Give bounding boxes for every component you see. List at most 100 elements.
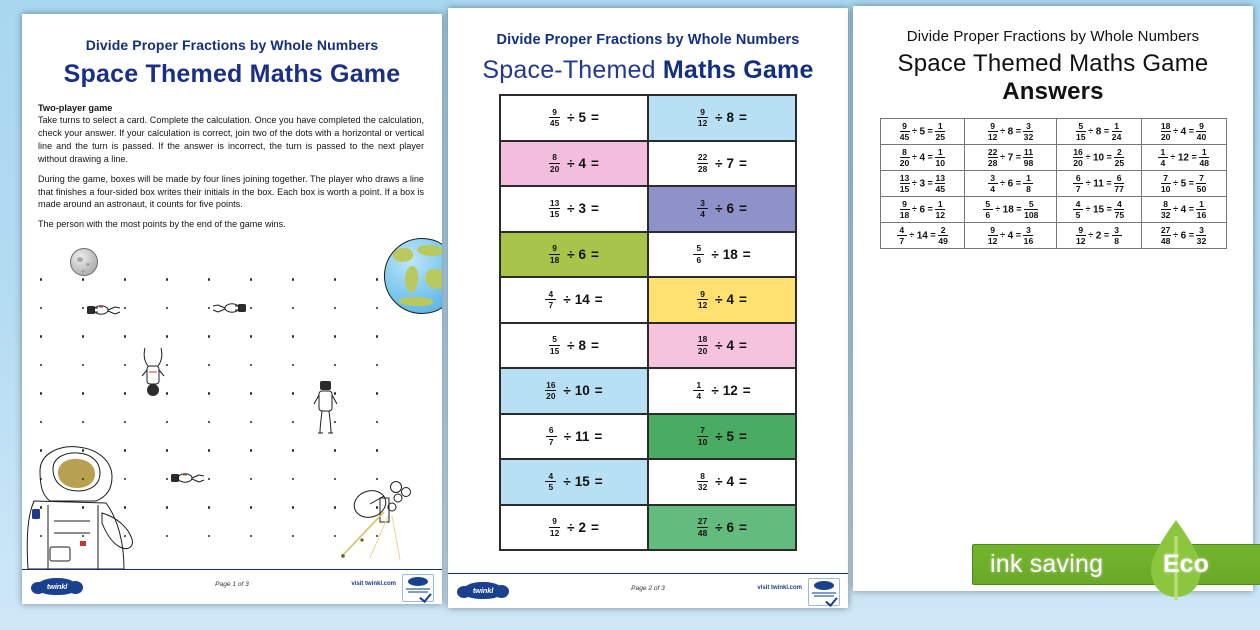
instructions-lead: Two-player game bbox=[38, 103, 113, 113]
visit-link[interactable]: visit twinkl.com bbox=[757, 585, 802, 591]
question-card[interactable]: 27 48 ÷ 6 = bbox=[648, 504, 796, 550]
worksheet-page-1[interactable]: Divide Proper Fractions by Whole Numbers… bbox=[22, 14, 442, 604]
equals-symbol: = bbox=[594, 428, 603, 444]
question-card[interactable]: 16 20 ÷ 10 = bbox=[500, 368, 648, 414]
grid-dot bbox=[376, 477, 379, 481]
divide-symbol: ÷ bbox=[995, 204, 1001, 215]
divide-symbol: ÷ bbox=[715, 155, 723, 171]
question-card[interactable]: 22 28 ÷ 7 = bbox=[648, 140, 796, 186]
eco-bar bbox=[972, 544, 1260, 585]
equals-symbol: = bbox=[930, 230, 936, 241]
question-card[interactable]: 1 4 ÷ 12 = bbox=[648, 368, 796, 414]
divisor: 4 bbox=[1180, 126, 1187, 138]
divisor: 8 bbox=[578, 337, 587, 353]
fraction: 9 45 bbox=[549, 106, 561, 129]
question-card[interactable]: 9 12 ÷ 8 = bbox=[648, 95, 796, 141]
equals-symbol: = bbox=[742, 246, 751, 262]
answer-fraction: 1 10 bbox=[935, 146, 946, 168]
card-row: 4 5 ÷ 15 = 8 32 ÷ 4 = bbox=[500, 459, 796, 505]
answer-cell: 5 6 ÷ 18 = 5 108 bbox=[964, 196, 1057, 223]
divisor: 5 bbox=[578, 110, 587, 126]
grid-dot bbox=[250, 506, 253, 509]
question-card[interactable]: 5 15 ÷ 8 = bbox=[500, 322, 648, 368]
answer-fraction: 1 48 bbox=[1199, 146, 1210, 168]
fraction: 7 10 bbox=[697, 425, 709, 447]
fraction: 16 20 bbox=[545, 379, 557, 402]
grid-dot bbox=[40, 363, 43, 367]
answer-fraction: 1 12 bbox=[935, 198, 946, 220]
grid-dot bbox=[376, 363, 379, 367]
question-card[interactable]: 6 7 ÷ 11 = bbox=[500, 413, 648, 459]
divisor: 11 bbox=[1093, 178, 1104, 190]
answer-row: 9 45 ÷ 5 = 1 25 9 12 ÷ 8 = 3 32 5 15 ÷ 8 = 1 24 18 20 ÷ 4 = 9 40 bbox=[879, 118, 1227, 145]
visit-link[interactable]: visit twinkl.com bbox=[351, 581, 396, 587]
twinkl-logo-icon[interactable]: twinkl bbox=[31, 578, 83, 595]
answer-cell: 13 15 ÷ 3 = 13 45 bbox=[879, 170, 966, 197]
question-card[interactable]: 3 4 ÷ 6 = bbox=[648, 186, 796, 232]
equals-symbol: = bbox=[1188, 126, 1194, 137]
question-card[interactable]: 4 5 ÷ 15 = bbox=[500, 459, 648, 505]
grid-dot bbox=[292, 363, 295, 367]
card-row: 8 20 ÷ 4 = 22 28 ÷ 7 = bbox=[500, 140, 796, 186]
page3-title-bold: Answers bbox=[1002, 78, 1104, 105]
question-card[interactable]: 9 45 ÷ 5 = bbox=[500, 95, 648, 141]
equals-symbol: = bbox=[1188, 178, 1194, 189]
equals-symbol: = bbox=[739, 428, 747, 444]
question-fraction: 13 15 bbox=[899, 172, 910, 194]
divide-symbol: ÷ bbox=[715, 110, 723, 126]
equals-symbol: = bbox=[594, 292, 603, 308]
card-row: 9 45 ÷ 5 = 9 12 ÷ 8 = bbox=[500, 95, 796, 141]
moon-icon bbox=[70, 248, 98, 277]
grid-dot bbox=[250, 306, 253, 310]
grid-dot bbox=[334, 420, 337, 424]
question-card[interactable]: 7 10 ÷ 5 = bbox=[648, 413, 796, 459]
question-card[interactable]: 9 18 ÷ 6 = bbox=[500, 231, 648, 277]
divide-symbol: ÷ bbox=[711, 246, 719, 262]
grid-dot bbox=[334, 449, 337, 452]
divide-symbol: ÷ bbox=[1085, 204, 1091, 215]
worksheet-page-3-answers[interactable]: Divide Proper Fractions by Whole Numbers… bbox=[853, 6, 1253, 591]
answer-cell: 4 5 ÷ 15 = 4 75 bbox=[1055, 196, 1142, 223]
answers-table: 9 45 ÷ 5 = 1 25 9 12 ÷ 8 = 3 32 5 15 ÷ 8 = 1 24 18 20 ÷ 4 = 9 40 8 20… bbox=[879, 118, 1227, 249]
divisor: 2 bbox=[1095, 230, 1102, 242]
answer-cell: 8 32 ÷ 4 = 1 16 bbox=[1140, 196, 1227, 223]
question-card[interactable]: 9 12 ÷ 4 = bbox=[648, 277, 796, 323]
question-card[interactable]: 9 12 ÷ 2 = bbox=[500, 504, 648, 550]
divisor: 12 bbox=[722, 383, 738, 399]
grid-dot bbox=[40, 534, 43, 538]
astronaut-large-foreground bbox=[22, 443, 142, 570]
divisor: 4 bbox=[726, 474, 735, 490]
grid-dot bbox=[250, 278, 253, 281]
answer-cell: 22 28 ÷ 7 = 11 98 bbox=[964, 144, 1057, 171]
question-card[interactable]: 8 32 ÷ 4 = bbox=[648, 459, 796, 505]
grid-dot bbox=[334, 392, 337, 395]
divide-symbol: ÷ bbox=[912, 152, 917, 163]
question-card[interactable]: 4 7 ÷ 14 = bbox=[500, 277, 648, 323]
grid-dot bbox=[376, 449, 379, 452]
divide-symbol: ÷ bbox=[715, 292, 723, 308]
worksheet-page-2[interactable]: Divide Proper Fractions by Whole Numbers… bbox=[448, 8, 848, 608]
divisor: 14 bbox=[574, 292, 590, 308]
eco-label: ink saving bbox=[990, 550, 1104, 578]
equals-symbol: = bbox=[739, 201, 747, 217]
grid-dot bbox=[82, 506, 85, 509]
question-card[interactable]: 18 20 ÷ 4 = bbox=[648, 322, 796, 368]
page2-footer: twinkl Page 2 of 3 visit twinkl.com bbox=[448, 573, 848, 608]
answer-fraction: 4 75 bbox=[1114, 198, 1125, 220]
question-card[interactable]: 5 6 ÷ 18 = bbox=[648, 231, 796, 277]
grid-dot bbox=[334, 306, 337, 310]
question-card[interactable]: 13 15 ÷ 3 = bbox=[500, 186, 648, 232]
question-card[interactable]: 8 20 ÷ 4 = bbox=[500, 140, 648, 186]
fraction: 13 15 bbox=[549, 197, 561, 220]
twinkl-logo-icon[interactable]: twinkl bbox=[457, 582, 509, 599]
page-number: Page 2 of 3 bbox=[631, 585, 665, 592]
divisor: 4 bbox=[726, 337, 735, 353]
divisor: 5 bbox=[1180, 178, 1187, 190]
equals-symbol: = bbox=[591, 519, 599, 535]
grid-dot bbox=[208, 506, 211, 509]
